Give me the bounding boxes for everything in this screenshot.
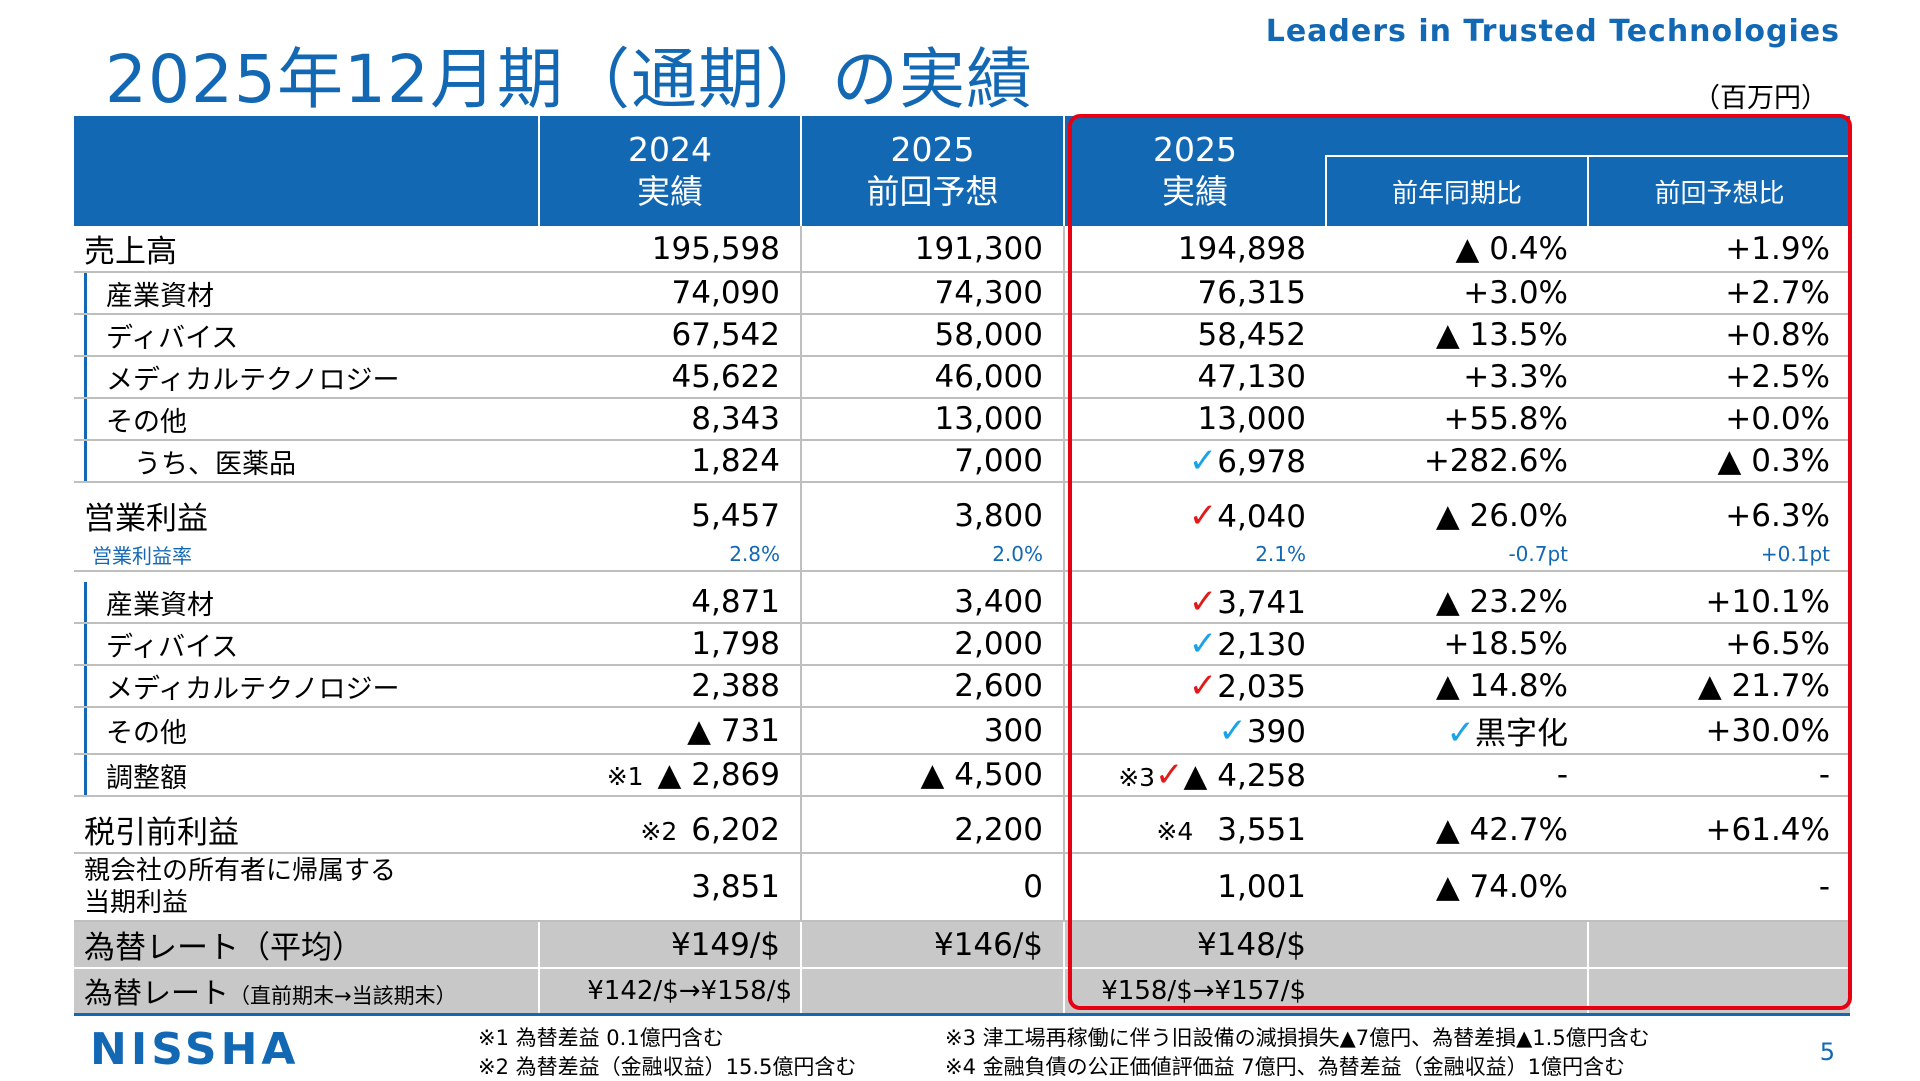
- check-blue-icon: ✓: [1446, 713, 1476, 753]
- page-title: 2025年12月期（通期）の実績: [105, 41, 1033, 118]
- header-2025-forecast: 2025 前回予想: [801, 116, 1065, 226]
- header-2025-actual: 2025 実績: [1064, 116, 1326, 226]
- tagline: Leaders in Trusted Technologies: [1265, 14, 1840, 49]
- row-sales-pharma: うち、医薬品 1,824 7,000 ✓6,978 +282.6% ▲ 0.3%: [74, 440, 1850, 483]
- check-blue-icon: ✓: [1218, 710, 1247, 751]
- row-fx-average: 為替レート（平均） ¥149/$ ¥146/$ ¥148/$: [74, 921, 1850, 969]
- bottom-rule: [74, 1013, 1850, 1016]
- header-yoy: 前年同期比: [1325, 155, 1588, 226]
- footnote-2: ※2 為替差益（金融収益）15.5億円含む: [478, 1055, 857, 1079]
- header-item: [74, 116, 540, 226]
- row-fx-period-end: 為替レート（直前期末→当該期末） ¥142/$→¥158/$ ¥158/$→¥1…: [74, 968, 1850, 1015]
- header-2024-actual: 2024 実績: [539, 116, 802, 226]
- row-op-other: その他 ▲ 731 300 ✓390 ✓黒字化 +30.0%: [74, 707, 1850, 755]
- header-blank: [1326, 116, 1850, 156]
- row-op-industrial: 産業資材 4,871 3,400 ✓3,741 ▲ 23.2% +10.1%: [74, 582, 1850, 624]
- footnote-3: ※3 津工場再稼働に伴う旧設備の減損損失▲7億円、為替差損▲1.5億円含む: [945, 1026, 1650, 1050]
- row-profit-before-tax: 税引前利益 ※2 6,202 2,200 ※4 3,551 ▲ 42.7% +61.4…: [74, 807, 1850, 854]
- row-op-adjustment: 調整額 ※1 ▲ 2,869 ▲ 4,500 ※3✓▲ 4,258 --: [74, 754, 1850, 797]
- check-red-icon: ✓: [1155, 755, 1184, 795]
- footnote-1: ※1 為替差益 0.1億円含む: [478, 1026, 724, 1050]
- footnote-4: ※4 金融負債の公正価値評価益 7億円、為替差益（金融収益）1億円含む: [945, 1055, 1626, 1079]
- row-operating-profit: 営業利益 5,457 3,800 ✓4,040 ▲ 26.0% +6.3%: [74, 493, 1850, 538]
- row-operating-margin: 営業利益率 2.8% 2.0% 2.1% -0.7pt +0.1pt: [74, 538, 1850, 572]
- page-number: 5: [1819, 1038, 1835, 1066]
- check-blue-icon: ✓: [1188, 624, 1218, 664]
- results-table: 2024 実績 2025 前回予想 2025 実績 前年同期比 前回予想比 売上高 1…: [74, 116, 1850, 1015]
- row-op-devices: ディバイス 1,798 2,000 ✓2,130 +18.5% +6.5%: [74, 623, 1850, 666]
- row-sales-devices: ディバイス 67,542 58,000 58,452 ▲ 13.5% +0.8%: [74, 314, 1850, 357]
- check-red-icon: ✓: [1188, 666, 1218, 706]
- check-red-icon: ✓: [1188, 582, 1218, 622]
- check-red-icon: ✓: [1188, 495, 1218, 536]
- unit-label: （百万円）: [1693, 83, 1828, 114]
- check-blue-icon: ✓: [1188, 441, 1218, 481]
- row-op-medical: メディカルテクノロジー 2,388 2,600 ✓2,035 ▲ 14.8% ▲ 2…: [74, 665, 1850, 708]
- row-sales-industrial: 産業資材 74,090 74,300 76,315 +3.0% +2.7%: [74, 272, 1850, 315]
- header-vs-forecast: 前回予想比: [1587, 155, 1850, 226]
- row-sales-other: その他 8,343 13,000 13,000 +55.8% +0.0%: [74, 398, 1850, 441]
- nissha-logo: NISSHA: [90, 1024, 300, 1075]
- row-sales-medical: メディカルテクノロジー 45,622 46,000 47,130 +3.3% +2.5…: [74, 356, 1850, 399]
- row-sales: 売上高 195,598 191,300 194,898 ▲ 0.4% +1.9%: [74, 226, 1850, 273]
- row-net-income: 親会社の所有者に帰属する 当期利益 3,851 0 1,001 ▲ 74.0% -: [74, 853, 1850, 922]
